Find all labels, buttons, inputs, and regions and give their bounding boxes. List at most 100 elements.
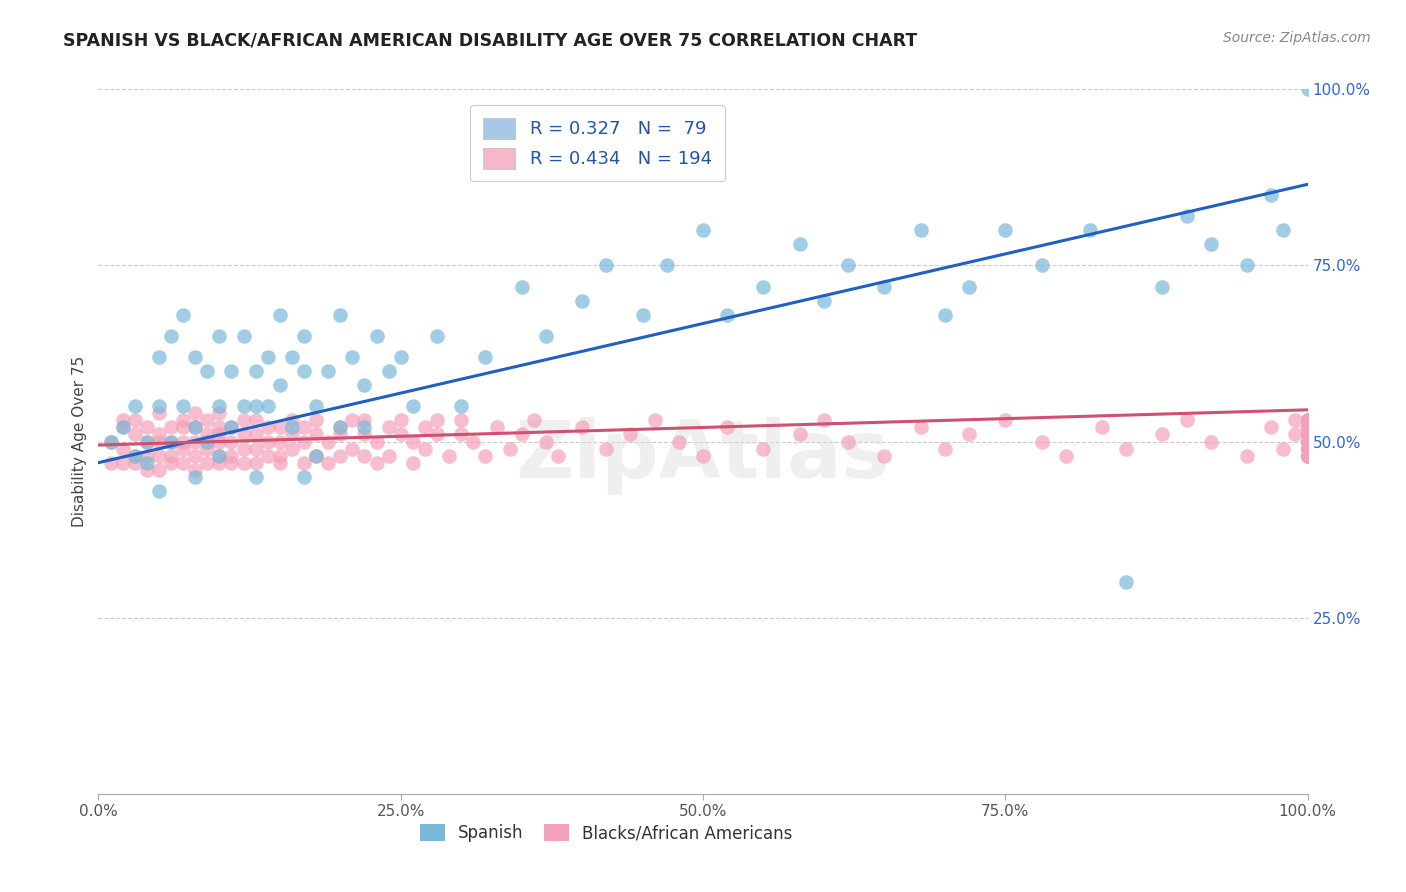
Point	[994, 413, 1017, 427]
Point	[1296, 442, 1319, 456]
Point	[752, 279, 775, 293]
Point	[232, 413, 254, 427]
Point	[402, 434, 425, 449]
Point	[148, 427, 170, 442]
Point	[910, 223, 932, 237]
Point	[619, 427, 641, 442]
Point	[510, 427, 533, 442]
Point	[316, 434, 339, 449]
Point	[1296, 420, 1319, 434]
Point	[1296, 434, 1319, 449]
Point	[184, 434, 207, 449]
Point	[1296, 442, 1319, 456]
Point	[292, 434, 315, 449]
Point	[184, 420, 207, 434]
Point	[1296, 442, 1319, 456]
Point	[184, 350, 207, 364]
Point	[1296, 427, 1319, 442]
Point	[195, 434, 218, 449]
Point	[195, 442, 218, 456]
Point	[135, 463, 157, 477]
Point	[1296, 442, 1319, 456]
Point	[1152, 427, 1174, 442]
Point	[1296, 420, 1319, 434]
Point	[135, 449, 157, 463]
Point	[813, 413, 835, 427]
Point	[1296, 420, 1319, 434]
Point	[160, 434, 183, 449]
Point	[1236, 449, 1258, 463]
Point	[195, 456, 218, 470]
Point	[353, 420, 375, 434]
Point	[595, 259, 617, 273]
Point	[450, 427, 472, 442]
Point	[547, 449, 569, 463]
Text: Source: ZipAtlas.com: Source: ZipAtlas.com	[1223, 31, 1371, 45]
Point	[148, 449, 170, 463]
Point	[292, 469, 315, 483]
Point	[160, 420, 183, 434]
Point	[474, 449, 496, 463]
Point	[366, 456, 388, 470]
Point	[1284, 427, 1306, 442]
Point	[644, 413, 666, 427]
Point	[1296, 449, 1319, 463]
Point	[281, 427, 304, 442]
Point	[1296, 442, 1319, 456]
Point	[426, 427, 449, 442]
Point	[366, 328, 388, 343]
Point	[148, 399, 170, 413]
Text: SPANISH VS BLACK/AFRICAN AMERICAN DISABILITY AGE OVER 75 CORRELATION CHART: SPANISH VS BLACK/AFRICAN AMERICAN DISABI…	[63, 31, 918, 49]
Point	[389, 413, 412, 427]
Point	[1031, 259, 1053, 273]
Point	[208, 449, 231, 463]
Point	[316, 456, 339, 470]
Point	[1296, 434, 1319, 449]
Point	[221, 434, 243, 449]
Point	[1175, 413, 1198, 427]
Point	[342, 413, 364, 427]
Point	[366, 434, 388, 449]
Point	[256, 434, 278, 449]
Point	[1296, 420, 1319, 434]
Point	[463, 434, 485, 449]
Point	[486, 420, 509, 434]
Point	[353, 449, 375, 463]
Point	[172, 308, 194, 322]
Point	[752, 442, 775, 456]
Point	[402, 456, 425, 470]
Point	[1236, 259, 1258, 273]
Point	[873, 279, 896, 293]
Point	[534, 328, 557, 343]
Point	[135, 434, 157, 449]
Point	[232, 399, 254, 413]
Point	[353, 413, 375, 427]
Point	[195, 427, 218, 442]
Point	[256, 399, 278, 413]
Point	[1175, 209, 1198, 223]
Point	[692, 449, 714, 463]
Point	[1115, 442, 1137, 456]
Point	[281, 420, 304, 434]
Point	[655, 259, 678, 273]
Point	[281, 350, 304, 364]
Point	[124, 449, 146, 463]
Point	[1284, 413, 1306, 427]
Point	[353, 427, 375, 442]
Point	[631, 308, 654, 322]
Point	[1054, 449, 1077, 463]
Point	[437, 449, 460, 463]
Point	[100, 434, 122, 449]
Point	[281, 413, 304, 427]
Point	[1296, 420, 1319, 434]
Point	[184, 406, 207, 420]
Point	[1296, 420, 1319, 434]
Point	[353, 378, 375, 392]
Point	[184, 469, 207, 483]
Point	[172, 442, 194, 456]
Point	[305, 427, 328, 442]
Point	[523, 413, 546, 427]
Point	[474, 350, 496, 364]
Point	[1296, 449, 1319, 463]
Point	[595, 442, 617, 456]
